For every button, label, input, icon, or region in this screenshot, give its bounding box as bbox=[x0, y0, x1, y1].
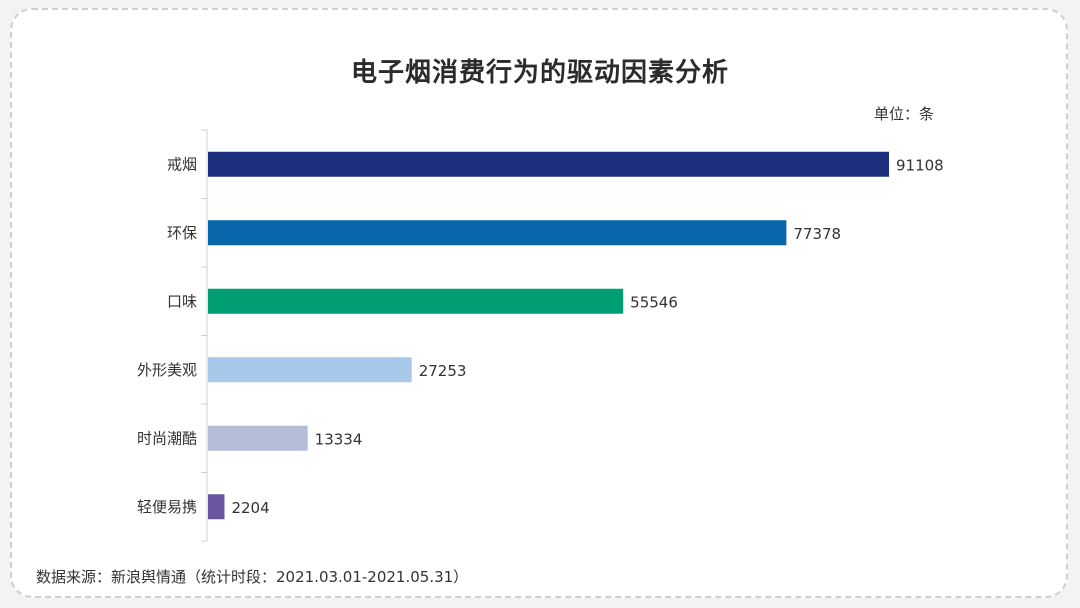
bar-4 bbox=[208, 357, 412, 383]
source-note: 数据来源：新浪舆情通（统计时段：2021.03.01-2021.05.31） bbox=[36, 568, 469, 586]
category-label: 戒烟 bbox=[167, 155, 197, 173]
bar-2 bbox=[208, 220, 787, 246]
data-label: 55546 bbox=[630, 293, 678, 311]
category-label: 外形美观 bbox=[137, 361, 197, 379]
data-label: 91108 bbox=[896, 156, 944, 174]
category-label: 环保 bbox=[167, 224, 197, 242]
unit-label: 单位：条 bbox=[874, 105, 935, 123]
data-label: 27253 bbox=[419, 362, 467, 380]
bar-3 bbox=[208, 288, 624, 314]
bar-6 bbox=[208, 494, 225, 520]
category-label: 时尚潮酷 bbox=[137, 429, 197, 447]
bar-5 bbox=[208, 425, 308, 451]
category-label: 口味 bbox=[167, 292, 197, 310]
data-label: 77378 bbox=[793, 225, 841, 243]
data-label: 2204 bbox=[231, 499, 269, 517]
data-label: 13334 bbox=[315, 430, 363, 448]
category-label: 轻便易携 bbox=[137, 498, 197, 516]
bar-1 bbox=[208, 151, 889, 177]
chart-title: 电子烟消费行为的驱动因素分析 bbox=[350, 58, 729, 88]
